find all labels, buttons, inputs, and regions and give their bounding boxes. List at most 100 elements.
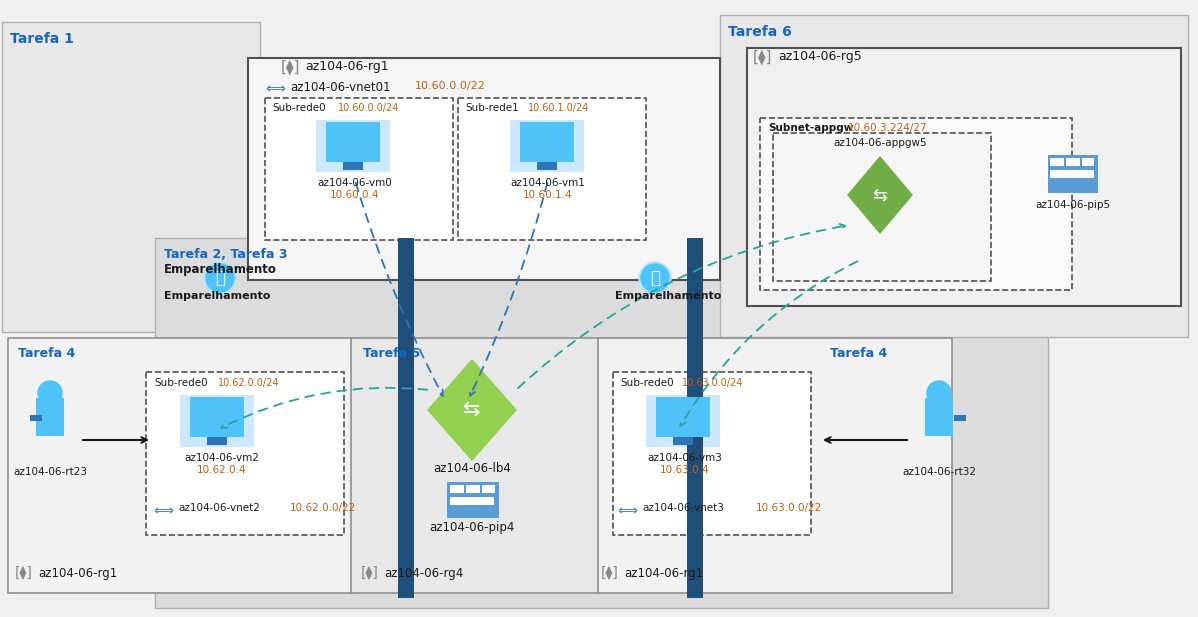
- Circle shape: [206, 264, 234, 292]
- Text: Emparelhamento: Emparelhamento: [164, 291, 271, 301]
- Bar: [180, 395, 254, 447]
- Text: ⟺: ⟺: [265, 82, 285, 96]
- Text: 🌐: 🌐: [214, 269, 225, 287]
- Bar: [720, 15, 1188, 337]
- Bar: [1049, 158, 1064, 166]
- Text: az104-06-lb4: az104-06-lb4: [432, 462, 510, 474]
- Bar: [1082, 158, 1094, 166]
- Text: ⟺: ⟺: [153, 504, 173, 518]
- Bar: [954, 415, 966, 421]
- Bar: [343, 162, 363, 170]
- Text: az104-06-vm1: az104-06-vm1: [510, 178, 586, 188]
- Bar: [30, 415, 42, 421]
- Text: az104-06-vnet01: az104-06-vnet01: [290, 81, 391, 94]
- Text: az104-06-vnet2: az104-06-vnet2: [179, 503, 260, 513]
- Bar: [760, 118, 1072, 290]
- Text: az104-06-vm0: az104-06-vm0: [317, 178, 393, 188]
- Bar: [458, 98, 646, 240]
- Text: 10.63.0.0/24: 10.63.0.0/24: [682, 378, 744, 388]
- Text: 10.62.0.4: 10.62.0.4: [198, 465, 247, 475]
- Text: 10.60.3.224/27: 10.60.3.224/27: [848, 123, 927, 133]
- Circle shape: [927, 381, 951, 405]
- Text: [⧫]: [⧫]: [280, 59, 300, 75]
- Circle shape: [38, 381, 62, 405]
- Text: Subnet-appgw: Subnet-appgw: [768, 123, 853, 133]
- Text: Sub-rede1: Sub-rede1: [465, 103, 519, 113]
- Text: Tarefa 1: Tarefa 1: [10, 32, 74, 46]
- Bar: [510, 120, 583, 172]
- Bar: [613, 372, 811, 535]
- Circle shape: [641, 264, 668, 292]
- Bar: [450, 497, 494, 505]
- Text: az104-06-rg5: az104-06-rg5: [778, 50, 861, 63]
- Bar: [326, 122, 380, 162]
- Bar: [466, 485, 480, 493]
- Text: az104-06-vm3: az104-06-vm3: [648, 453, 722, 463]
- Bar: [482, 485, 495, 493]
- Bar: [36, 398, 63, 436]
- Bar: [265, 98, 453, 240]
- Bar: [351, 338, 599, 593]
- Bar: [925, 398, 952, 436]
- Bar: [207, 437, 226, 445]
- Text: az104-06-rg1: az104-06-rg1: [624, 567, 703, 580]
- Text: az104-06-rg4: az104-06-rg4: [385, 567, 464, 580]
- Bar: [146, 372, 344, 535]
- Text: 10.60.0.0/22: 10.60.0.0/22: [415, 81, 486, 91]
- Text: Sub-rede0: Sub-rede0: [155, 378, 207, 388]
- Text: az104-06-rg1: az104-06-rg1: [38, 567, 117, 580]
- Text: [⧫]: [⧫]: [601, 566, 619, 580]
- Bar: [8, 338, 353, 593]
- Text: Tarefa 4: Tarefa 4: [18, 347, 75, 360]
- Bar: [1049, 170, 1094, 178]
- Bar: [447, 482, 500, 518]
- Text: Sub-rede0: Sub-rede0: [272, 103, 326, 113]
- Text: Sub-rede0: Sub-rede0: [621, 378, 673, 388]
- Bar: [248, 58, 720, 280]
- Polygon shape: [848, 157, 912, 233]
- Bar: [657, 397, 710, 437]
- Text: [⧫]: [⧫]: [16, 566, 32, 580]
- Text: 🌐: 🌐: [651, 269, 660, 287]
- Text: az104-06-rg1: az104-06-rg1: [305, 60, 388, 73]
- Bar: [316, 120, 391, 172]
- Text: ⟺: ⟺: [617, 504, 637, 518]
- Text: 10.62.0.0/24: 10.62.0.0/24: [218, 378, 279, 388]
- Text: 10.60.1.4: 10.60.1.4: [524, 190, 573, 200]
- Bar: [520, 122, 574, 162]
- Text: 10.63.0.0/22: 10.63.0.0/22: [756, 503, 822, 513]
- Bar: [398, 238, 415, 598]
- Text: az104-06-pip5: az104-06-pip5: [1035, 200, 1111, 210]
- Bar: [1048, 155, 1099, 193]
- Text: [⧫]: [⧫]: [361, 566, 379, 580]
- Circle shape: [639, 262, 671, 294]
- Bar: [673, 437, 692, 445]
- Circle shape: [204, 262, 236, 294]
- Polygon shape: [428, 360, 516, 460]
- Text: Emparelhamento: Emparelhamento: [164, 263, 277, 276]
- Text: 10.60.0.0/24: 10.60.0.0/24: [338, 103, 399, 113]
- Bar: [598, 338, 952, 593]
- Text: az104-06-rt32: az104-06-rt32: [902, 467, 976, 477]
- Text: 10.62.0.0/22: 10.62.0.0/22: [290, 503, 356, 513]
- Text: ⇆: ⇆: [872, 186, 888, 204]
- Text: Tarefa 5: Tarefa 5: [363, 347, 420, 360]
- Text: [⧫]: [⧫]: [752, 49, 772, 65]
- Text: Tarefa 6: Tarefa 6: [728, 25, 792, 39]
- Bar: [155, 238, 1048, 608]
- Text: Tarefa 2, Tarefa 3: Tarefa 2, Tarefa 3: [164, 248, 288, 261]
- Bar: [450, 485, 464, 493]
- Bar: [773, 133, 991, 281]
- Text: az104-06-appgw5: az104-06-appgw5: [833, 138, 927, 148]
- Text: 10.60.1.0/24: 10.60.1.0/24: [528, 103, 589, 113]
- Text: 10.63.0.4: 10.63.0.4: [660, 465, 709, 475]
- Bar: [1066, 158, 1081, 166]
- Bar: [537, 162, 557, 170]
- Bar: [748, 48, 1181, 306]
- Text: az104-06-pip4: az104-06-pip4: [429, 521, 515, 534]
- Text: Tarefa 4: Tarefa 4: [830, 347, 888, 360]
- Bar: [686, 238, 703, 598]
- Text: 10.60.0.4: 10.60.0.4: [331, 190, 380, 200]
- Text: ⇆: ⇆: [464, 400, 480, 420]
- Text: az104-06-rt23: az104-06-rt23: [13, 467, 87, 477]
